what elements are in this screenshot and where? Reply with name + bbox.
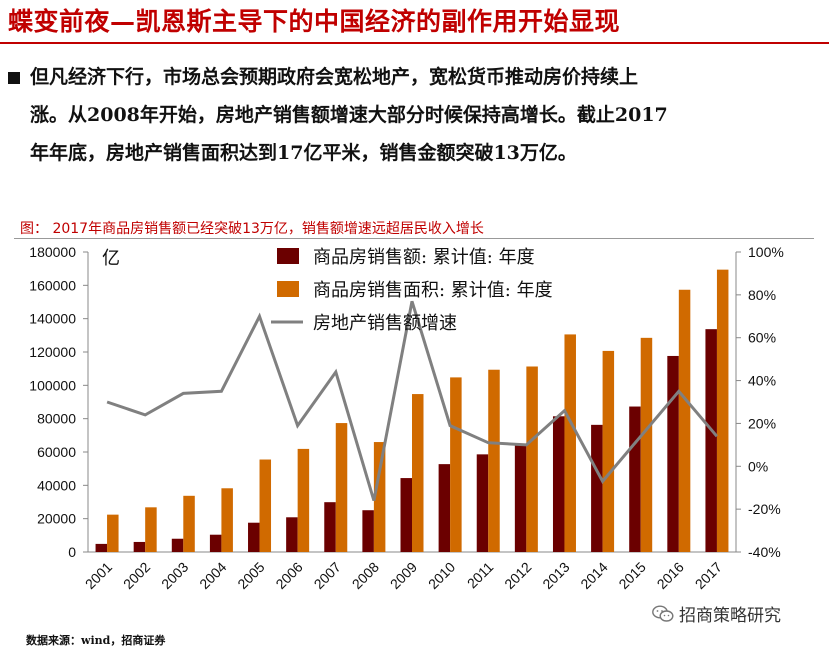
right-tick-label: 20% — [748, 415, 776, 431]
sales-amount-bar — [514, 444, 527, 552]
right-tick-label: -40% — [748, 544, 781, 560]
sales-area-bar — [716, 269, 729, 552]
sales-amount-bar — [705, 329, 717, 552]
sales-area-bar — [145, 507, 157, 552]
sales-amount-bar — [324, 502, 336, 552]
paragraph-line: 年年底，房地产销售面积达到17亿平米，销售金额突破13万亿。 — [30, 142, 577, 164]
figure-caption: 图： 2017年商品房销售额已经突破13万亿，销售额增速远超居民收入增长 — [20, 221, 484, 237]
sales-amount-bar — [400, 478, 412, 552]
sales-area-bar — [526, 366, 538, 552]
sales-amount-bar — [248, 522, 260, 552]
bullet-square-icon — [8, 72, 20, 84]
sales-area-bar — [602, 350, 615, 552]
x-tick-label: 2012 — [501, 559, 534, 592]
sales-area-bar — [488, 369, 500, 552]
x-tick-label: 2016 — [654, 559, 687, 592]
title-rule — [0, 42, 829, 44]
x-tick-label: 2004 — [196, 559, 229, 592]
left-tick-label: 180000 — [29, 244, 76, 260]
sales-amount-bar — [286, 517, 298, 552]
sales-amount-bar — [209, 534, 222, 552]
left-tick-label: 60000 — [37, 444, 76, 460]
sales-amount-bar — [629, 406, 641, 552]
left-tick-label: 0 — [68, 544, 76, 560]
left-tick-label: 120000 — [29, 344, 76, 360]
right-tick-label: 80% — [748, 287, 776, 303]
x-tick-label: 2001 — [82, 559, 115, 592]
sales-amount-bar — [95, 543, 108, 552]
x-tick-label: 2003 — [158, 559, 191, 592]
x-tick-label: 2014 — [577, 559, 610, 592]
left-unit-label: 亿 — [102, 248, 120, 269]
sales-amount-bar — [362, 510, 374, 552]
figure-rule — [14, 238, 814, 239]
sales-amount-bar — [476, 454, 489, 552]
sales-area-bar — [450, 377, 462, 552]
left-tick-label: 100000 — [29, 377, 76, 393]
sales-amount-bar — [171, 538, 184, 552]
right-tick-label: -20% — [748, 501, 781, 517]
right-tick-label: 60% — [748, 330, 776, 346]
x-tick-label: 2007 — [311, 559, 344, 592]
right-tick-label: 0% — [748, 458, 768, 474]
left-tick-label: 160000 — [29, 277, 76, 293]
sales-area-bar — [640, 337, 653, 552]
sales-area-bar — [412, 394, 424, 552]
x-tick-label: 2015 — [615, 559, 648, 592]
left-tick-label: 140000 — [29, 311, 76, 327]
sales-area-bar — [678, 289, 691, 552]
sales-area-bar — [335, 423, 348, 552]
watermark: 招商策略研究 — [652, 601, 781, 626]
sales-area-bar — [259, 459, 272, 552]
legend-swatch — [277, 281, 299, 297]
sales-amount-bar — [667, 355, 679, 552]
sales-amount-bar — [591, 424, 603, 552]
x-tick-label: 2009 — [387, 559, 420, 592]
left-tick-label: 20000 — [37, 511, 76, 527]
sales-amount-bar — [133, 541, 146, 552]
summary-paragraph: 但凡经济下行，市场总会预期政府会宽松地产，宽松货币推动房价持续上 涨。从2008… — [30, 58, 820, 172]
sales-chart: 0 20000 40000 60000 80000 100000 120000 140000 1… — [29, 244, 784, 592]
sales-growth-line — [106, 300, 719, 502]
data-source: 数据来源：wind，招商证券 — [26, 634, 166, 647]
sales-area-bar — [297, 448, 310, 552]
legend-swatch — [277, 248, 299, 264]
legend-label: 商品房销售面积: 累计值: 年度 — [313, 280, 553, 301]
paragraph-line: 涨。从2008年开始，房地产销售额增速大部分时候保持高增长。截止2017 — [30, 104, 668, 126]
page-title: 蝶变前夜—凯恩斯主导下的中国经济的副作用开始显现 — [8, 7, 621, 36]
sales-area-bar — [107, 514, 119, 552]
left-tick-label: 40000 — [37, 477, 76, 493]
sales-area-bar — [221, 488, 233, 552]
x-tick-label: 2002 — [120, 559, 153, 592]
sales-area-bar — [564, 334, 576, 552]
x-tick-label: 2010 — [425, 559, 458, 592]
right-tick-label: 40% — [748, 373, 776, 389]
wechat-icon — [652, 604, 674, 622]
x-tick-label: 2006 — [272, 559, 305, 592]
legend-label: 商品房销售额: 累计值: 年度 — [313, 247, 535, 268]
sales-amount-bar — [552, 416, 565, 552]
left-tick-label: 80000 — [37, 411, 76, 427]
legend-label: 房地产销售额增速 — [313, 313, 457, 334]
x-tick-label: 2017 — [692, 559, 725, 592]
x-tick-label: 2013 — [539, 559, 572, 592]
x-tick-label: 2005 — [234, 559, 267, 592]
sales-area-bar — [183, 495, 195, 552]
paragraph-line: 但凡经济下行，市场总会预期政府会宽松地产，宽松货币推动房价持续上 — [30, 66, 639, 88]
sales-amount-bar — [438, 464, 451, 552]
watermark-text: 招商策略研究 — [679, 606, 781, 626]
right-tick-label: 100% — [748, 244, 784, 260]
sales-area-bar — [373, 442, 386, 552]
x-tick-label: 2011 — [464, 559, 497, 592]
x-tick-label: 2008 — [349, 559, 382, 592]
